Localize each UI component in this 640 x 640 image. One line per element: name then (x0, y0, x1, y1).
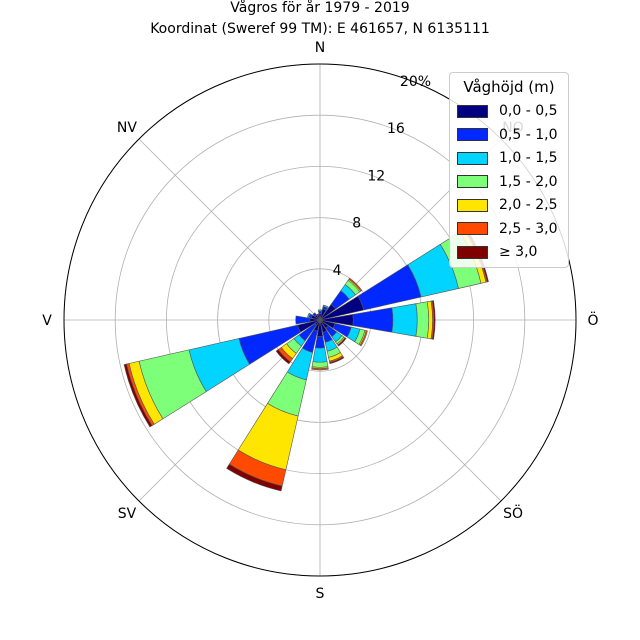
bar-dir247.5-bin6 (123, 363, 153, 428)
bar-dir22.5-bin2 (322, 304, 329, 309)
legend-item: 0,0 - 0,5 (457, 103, 557, 119)
radial-tick-label-2: 12 (367, 168, 385, 184)
bar-dir202.5-bin6 (226, 463, 283, 492)
chart-title: Vågros för år 1979 - 2019 (230, 0, 409, 16)
bar-dir315-bin1 (312, 312, 317, 317)
direction-label-N: N (315, 40, 325, 56)
direction-label-NV: NV (117, 120, 137, 136)
legend-swatch (457, 151, 488, 165)
bar-dir0-bin1 (318, 310, 322, 315)
outer-ring (63, 63, 577, 577)
bar-dir270-bin1 (295, 315, 311, 325)
radial-tick-label-4: 20% (400, 74, 431, 90)
legend-label: 0,0 - 0,5 (499, 103, 558, 119)
legend-label: 2,0 - 2,5 (499, 197, 558, 213)
legend-item: ≥ 3,0 (457, 244, 537, 260)
legend-label: ≥ 3,0 (499, 244, 538, 260)
legend-item: 1,0 - 1,5 (457, 150, 557, 166)
legend-item: 1,5 - 2,0 (457, 174, 557, 190)
legend-item: 0,5 - 1,0 (457, 127, 557, 143)
legend-swatch (457, 245, 488, 259)
legend-item: 2,5 - 3,0 (457, 221, 557, 237)
chart-subtitle: Koordinat (Sweref 99 TM): E 461657, N 61… (150, 21, 490, 37)
bar-dir180-bin3 (311, 361, 329, 368)
bar-dir90-bin2 (391, 303, 418, 337)
legend-swatch (457, 222, 488, 235)
direction-label-V: V (42, 313, 52, 329)
legend-label: 1,5 - 2,0 (499, 173, 558, 190)
bar-dir180-bin1 (314, 336, 326, 349)
legend-swatch (457, 104, 488, 118)
legend: Våghöjd (m) 0,0 - 0,5 0,5 - 1,0 1,0 - 1,5 1… (449, 72, 569, 268)
bar-dir90-bin6 (431, 300, 436, 340)
stacked-bars (123, 227, 489, 492)
bar-dir292.5-bin2 (307, 312, 311, 318)
legend-title: Våghöjd (m) (463, 78, 555, 96)
direction-label-S: S (316, 586, 325, 602)
legend-swatch (457, 128, 488, 141)
bar-dir180-bin2 (312, 347, 328, 363)
legend-swatch (457, 175, 488, 188)
direction-label-Ö: Ö (587, 311, 598, 329)
bar-dir135-bin6 (337, 337, 347, 347)
direction-label-SV: SV (118, 506, 137, 522)
bar-dir112.5-bin5 (359, 330, 368, 347)
direction-label-SÖ: SÖ (503, 504, 523, 522)
legend-swatch (457, 198, 488, 212)
bar-dir90-bin3 (415, 301, 430, 339)
legend-label: 1,0 - 1,5 (499, 150, 558, 166)
bar-dir225-bin6 (275, 349, 291, 365)
grid-spoke-315 (138, 138, 321, 321)
bar-dir45-bin5 (348, 277, 363, 292)
radial-tick-label-3: 16 (387, 121, 405, 137)
legend-label: 2,5 - 3,0 (499, 220, 558, 237)
legend-label: 0,5 - 1,0 (499, 126, 558, 143)
bar-dir157.5-bin6 (329, 356, 345, 365)
grid-spoke-135 (319, 319, 502, 502)
radial-tick-label-1: 8 (352, 216, 361, 232)
bar-dir180-bin5 (311, 367, 329, 371)
bar-dir0-bin2 (317, 309, 323, 312)
legend-item: 2,0 - 2,5 (457, 197, 557, 213)
bar-dir337.5-bin1 (316, 313, 320, 317)
radial-tick-label-0: 4 (333, 263, 342, 279)
